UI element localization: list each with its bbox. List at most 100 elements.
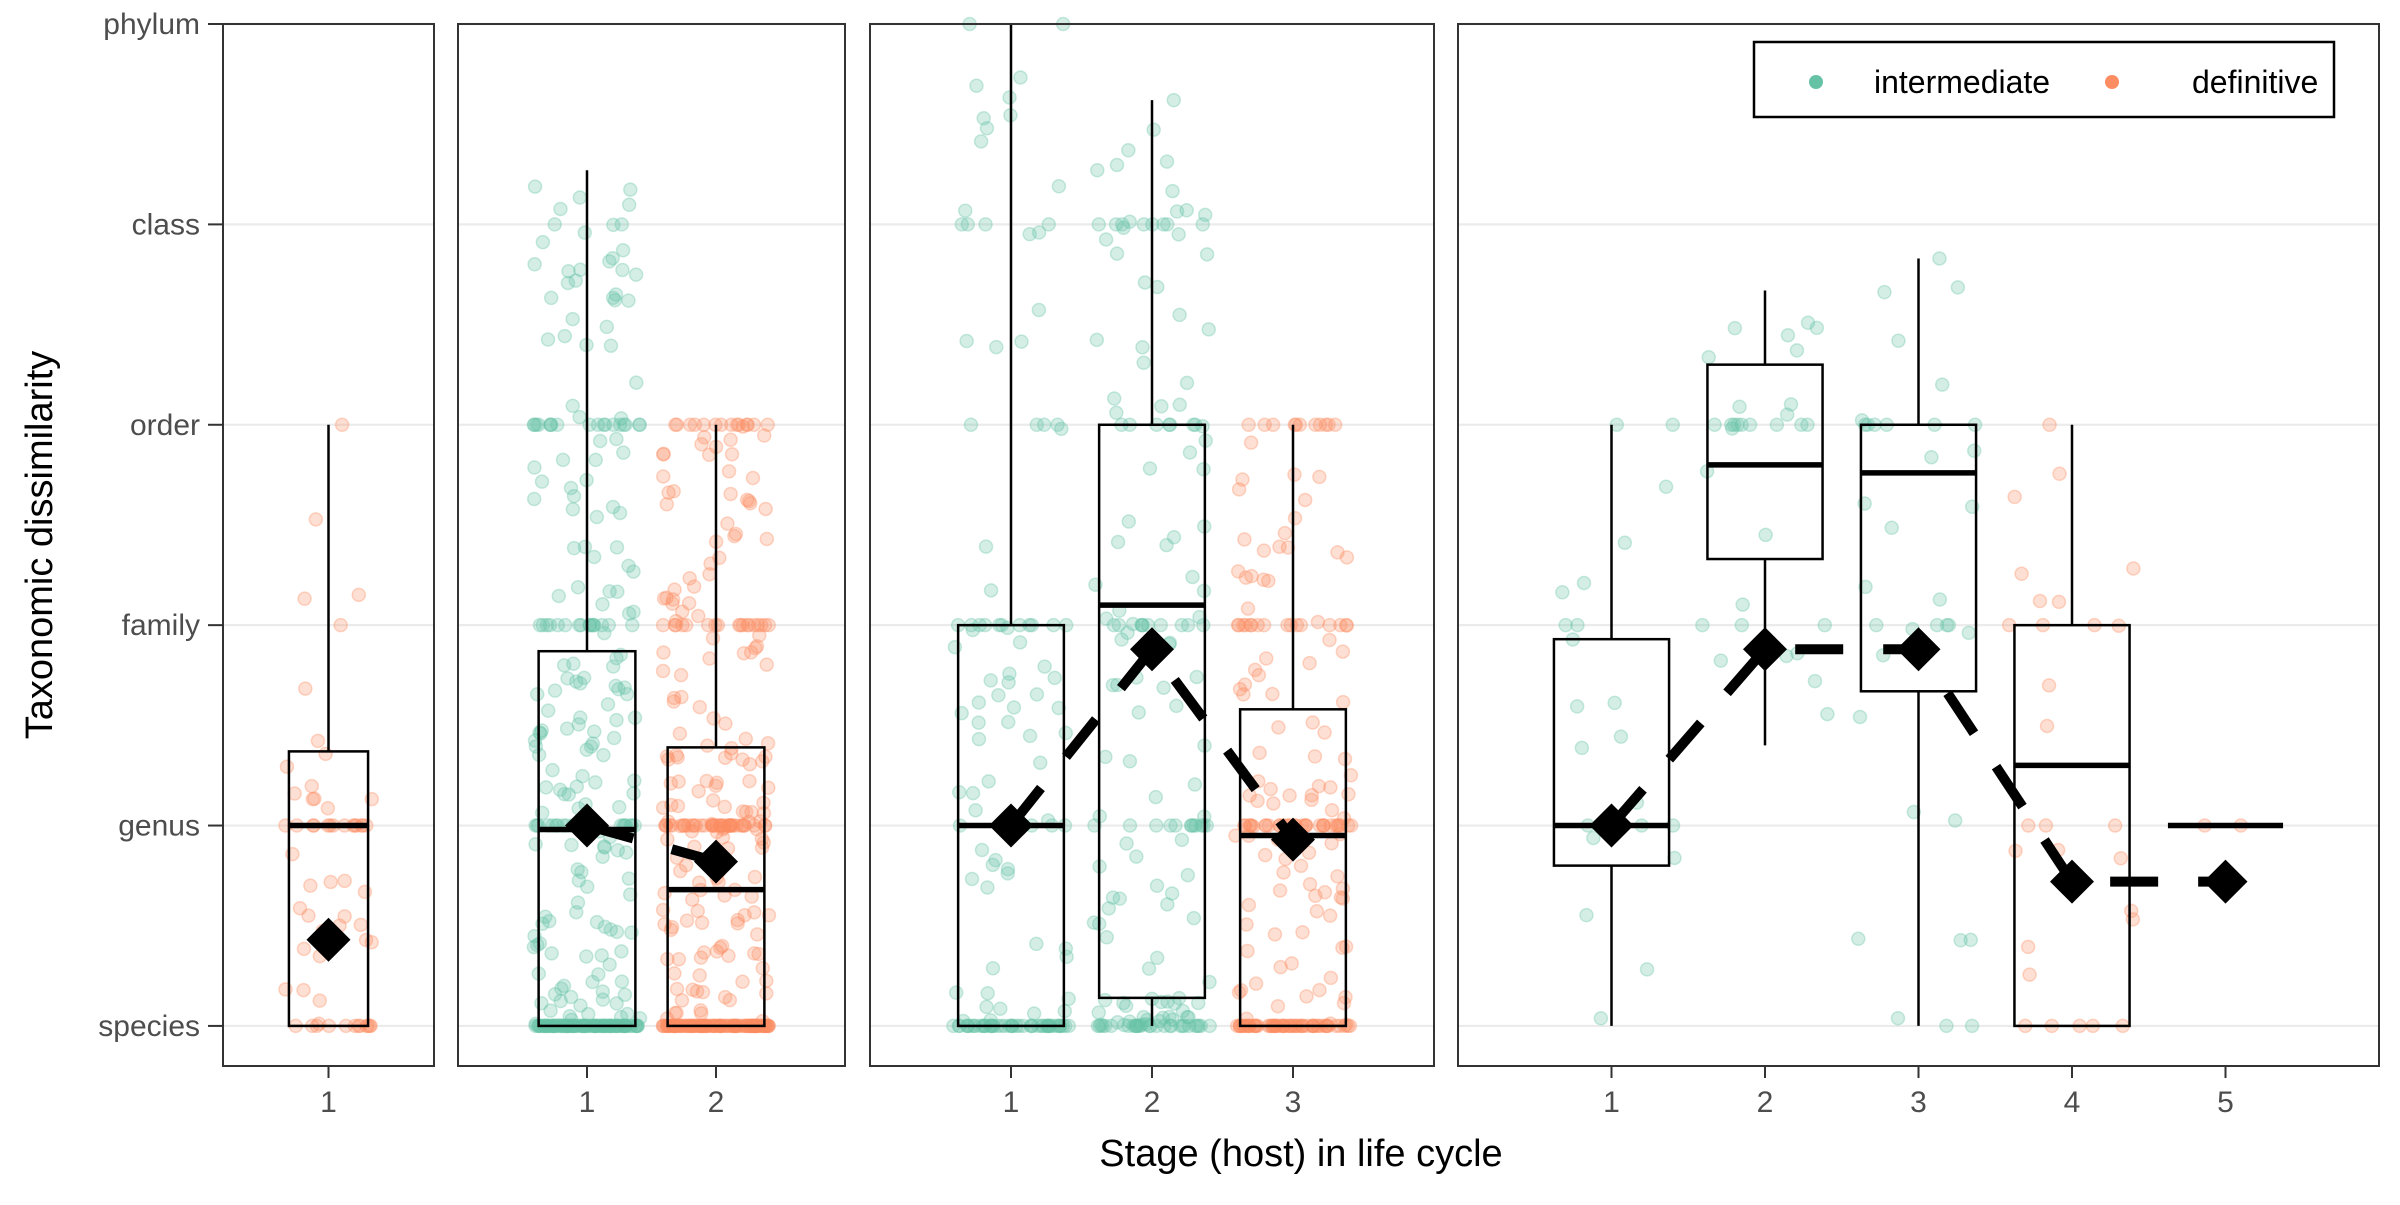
data-point (554, 981, 569, 996)
data-point (965, 622, 981, 638)
data-point (579, 879, 595, 895)
data-point (708, 778, 724, 794)
data-point (707, 818, 722, 833)
data-point (705, 630, 721, 646)
data-point (673, 863, 688, 879)
y-axis-title: Taxonomic dissimilarity (19, 351, 61, 740)
data-point (573, 710, 588, 725)
data-point (991, 688, 1006, 703)
data-point (570, 862, 585, 877)
data-point (2021, 818, 2036, 833)
data-point (621, 558, 636, 574)
y-tick-label-species: species (98, 1010, 200, 1043)
data-point (1284, 956, 1299, 971)
data-point (716, 818, 732, 833)
data-point (731, 617, 747, 633)
data-point (301, 908, 316, 923)
data-point (594, 617, 610, 633)
data-point (1090, 162, 1105, 178)
data-point (686, 818, 702, 833)
data-point (1186, 818, 1201, 833)
data-point (1121, 1018, 1136, 1034)
data-point (1125, 616, 1141, 632)
data-point (323, 874, 338, 890)
data-point (610, 842, 626, 858)
data-point (1187, 777, 1203, 792)
data-point (602, 957, 617, 972)
data-point (602, 254, 617, 269)
data-point (740, 617, 755, 633)
data-point (1108, 217, 1124, 232)
data-point (1287, 467, 1302, 482)
data-point (1869, 617, 1884, 633)
data-point (656, 591, 672, 606)
data-point (597, 417, 613, 433)
data-point (1189, 669, 1204, 685)
data-point (603, 922, 619, 937)
data-point (296, 982, 311, 998)
data-point (1050, 417, 1065, 433)
data-point (2107, 818, 2123, 833)
mean-marker-stage-1 (306, 917, 351, 962)
data-point (1160, 217, 1175, 232)
data-point (667, 966, 682, 981)
data-point (1877, 284, 1892, 300)
y-tick-label-order: order (130, 409, 200, 442)
data-point (658, 818, 674, 833)
data-point (527, 460, 542, 475)
points-stage-2 (655, 417, 777, 1034)
data-point (1238, 570, 1254, 585)
data-point (749, 639, 765, 654)
data-point (609, 540, 625, 555)
data-point (530, 937, 545, 953)
data-point (596, 747, 611, 763)
data-point (2052, 466, 2067, 482)
data-point (735, 617, 751, 633)
data-point (755, 961, 771, 976)
data-point (1307, 749, 1323, 764)
data-point (551, 588, 567, 604)
data-point (1091, 1005, 1107, 1020)
data-point (724, 417, 739, 433)
data-point (742, 773, 757, 789)
data-point (1092, 1018, 1108, 1034)
data-point (535, 234, 551, 250)
data-point (723, 818, 739, 833)
data-point (1265, 686, 1280, 702)
data-point (1335, 644, 1351, 659)
data-point (1131, 705, 1146, 720)
data-point (533, 726, 548, 741)
data-point (566, 656, 581, 671)
data-point (746, 417, 762, 433)
data-point (671, 951, 687, 967)
y-tick-label-family: family (122, 609, 200, 642)
data-point (750, 617, 766, 633)
data-point (971, 695, 987, 710)
data-point (1033, 755, 1048, 770)
legend-label-definitive: definitive (2192, 64, 2318, 100)
data-point (1312, 818, 1328, 833)
box (1859, 423, 1978, 693)
data-point (543, 417, 558, 433)
data-point (667, 617, 683, 633)
data-point (686, 579, 702, 594)
data-point (717, 750, 733, 765)
data-point (1001, 714, 1016, 730)
data-point (2014, 566, 2029, 582)
data-point (747, 946, 762, 961)
data-point (1261, 818, 1277, 833)
data-point (725, 818, 741, 833)
data-point (1273, 959, 1288, 975)
data-point (594, 948, 609, 963)
data-point (563, 480, 579, 496)
x-tick-label: 2 (1757, 1086, 1774, 1119)
data-point (597, 840, 612, 855)
data-point (1327, 417, 1343, 433)
data-point (1099, 611, 1114, 626)
data-point (333, 617, 348, 633)
data-point (1146, 122, 1161, 137)
data-point (954, 217, 970, 232)
data-point (682, 571, 697, 586)
data-point (1244, 617, 1259, 633)
